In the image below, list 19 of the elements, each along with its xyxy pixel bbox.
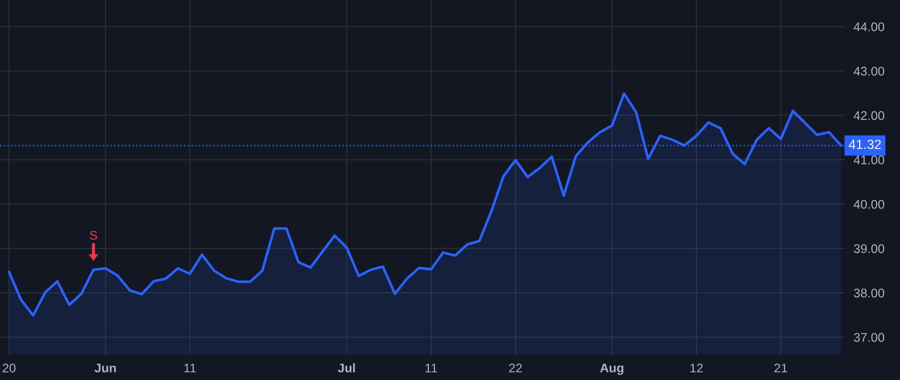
y-tick-label: 38.00 [854, 288, 884, 298]
x-tick-label: 12 [690, 364, 703, 372]
ref-line-label: 41.32 [848, 140, 881, 150]
x-tick-label: Jun [94, 364, 116, 372]
x-tick-label: Jul [338, 363, 355, 372]
x-tick-label: 11 [426, 364, 437, 372]
y-tick-label: 44.00 [854, 22, 884, 32]
x-tick-label: 22 [509, 364, 522, 372]
x-tick-label: 11 [184, 364, 196, 372]
y-tick-label: 41.00 [854, 156, 884, 164]
annotation: S [90, 230, 98, 240]
x-tick-label: 21 [774, 364, 788, 372]
y-tick-label: 42.00 [854, 111, 884, 120]
y-tick-label: 37.00 [854, 332, 884, 342]
y-tick-label: 40.00 [854, 200, 884, 209]
x-tick-label: Aug [600, 364, 624, 375]
y-tick-label: 39.00 [854, 244, 884, 254]
x-tick-label: 20 [2, 364, 16, 372]
y-tick-label: 43.00 [854, 66, 884, 76]
